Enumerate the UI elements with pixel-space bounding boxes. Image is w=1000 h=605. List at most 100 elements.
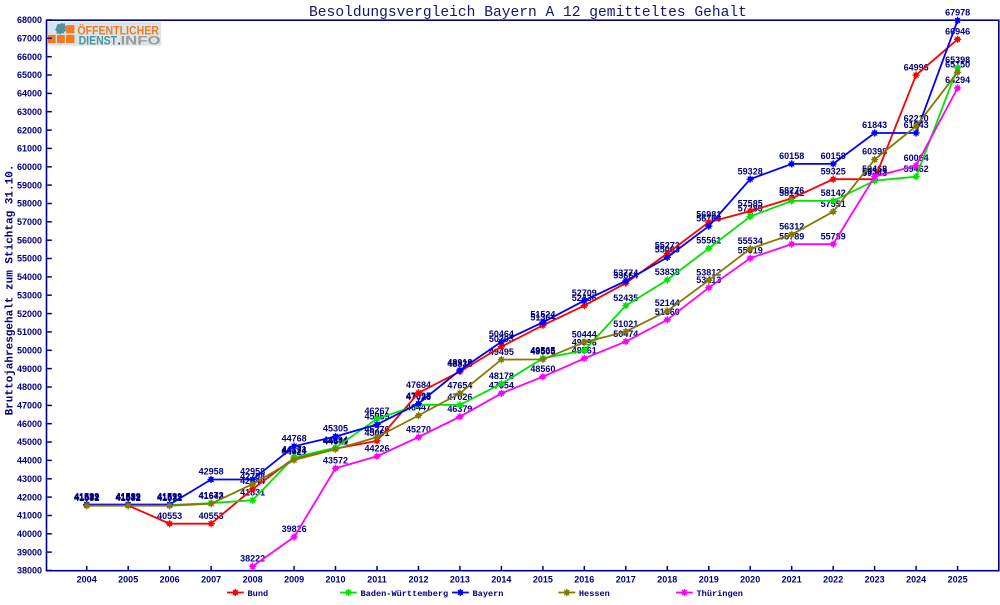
svg-text:50464: 50464 (489, 329, 514, 339)
svg-text:65398: 65398 (945, 55, 970, 65)
svg-text:66946: 66946 (945, 27, 970, 37)
svg-text:46267: 46267 (364, 406, 389, 416)
svg-text:53664: 53664 (613, 270, 638, 280)
svg-text:45061: 45061 (364, 428, 389, 438)
svg-text:64294: 64294 (945, 75, 970, 85)
svg-text:2025: 2025 (948, 575, 968, 585)
svg-text:DIENST: DIENST (79, 34, 118, 48)
svg-text:2006: 2006 (160, 575, 180, 585)
svg-text:49505: 49505 (530, 347, 555, 357)
svg-text:50444: 50444 (572, 329, 597, 339)
svg-text:41542: 41542 (116, 493, 141, 503)
svg-text:39000: 39000 (17, 547, 42, 557)
svg-text:49495: 49495 (489, 347, 514, 357)
svg-text:Bruttojahresgehalt zum Stichta: Bruttojahresgehalt zum Stichtag 31.10. (5, 165, 17, 416)
svg-text:40553: 40553 (157, 511, 182, 521)
svg-text:41599: 41599 (74, 492, 99, 502)
svg-text:INFO: INFO (121, 34, 161, 48)
svg-text:2020: 2020 (740, 575, 760, 585)
svg-text:41532: 41532 (116, 493, 141, 503)
svg-text:67000: 67000 (17, 34, 42, 44)
svg-text:2019: 2019 (699, 575, 719, 585)
svg-text:62210: 62210 (904, 113, 929, 123)
svg-text:51000: 51000 (17, 327, 42, 337)
svg-text:44611: 44611 (323, 436, 348, 446)
svg-text:44226: 44226 (364, 444, 389, 454)
svg-text:55273: 55273 (655, 241, 680, 251)
svg-text:68000: 68000 (17, 15, 42, 25)
svg-text:48918: 48918 (447, 357, 472, 367)
svg-text:2018: 2018 (657, 575, 677, 585)
svg-text:57000: 57000 (17, 217, 42, 227)
svg-text:2007: 2007 (201, 575, 221, 585)
svg-text:2012: 2012 (408, 575, 428, 585)
svg-text:43572: 43572 (323, 456, 348, 466)
svg-text:.: . (118, 34, 121, 48)
svg-text:2004: 2004 (77, 575, 97, 585)
svg-text:2009: 2009 (284, 575, 304, 585)
svg-text:2014: 2014 (491, 575, 511, 585)
svg-text:45000: 45000 (17, 437, 42, 447)
svg-text:39826: 39826 (282, 524, 307, 534)
svg-text:60158: 60158 (779, 151, 804, 161)
svg-text:54000: 54000 (17, 272, 42, 282)
svg-text:59468: 59468 (862, 164, 887, 174)
svg-text:49565: 49565 (530, 346, 555, 356)
svg-text:48178: 48178 (489, 371, 514, 381)
svg-text:53838: 53838 (655, 267, 680, 277)
svg-text:47026: 47026 (406, 392, 431, 402)
svg-text:2024: 2024 (906, 575, 926, 585)
svg-text:46379: 46379 (447, 404, 472, 414)
svg-text:Baden-Württemberg: Baden-Württemberg (361, 589, 449, 599)
svg-text:44124: 44124 (282, 445, 307, 455)
svg-text:67978: 67978 (945, 8, 970, 18)
svg-text:52000: 52000 (17, 309, 42, 319)
svg-text:2017: 2017 (616, 575, 636, 585)
svg-text:44644: 44644 (323, 436, 348, 446)
svg-text:60064: 60064 (904, 153, 929, 163)
svg-text:52144: 52144 (655, 298, 680, 308)
svg-text:2005: 2005 (118, 575, 138, 585)
svg-text:61000: 61000 (17, 144, 42, 154)
svg-text:55063: 55063 (655, 245, 680, 255)
svg-text:48000: 48000 (17, 382, 42, 392)
svg-text:45305: 45305 (323, 424, 348, 434)
svg-text:2023: 2023 (865, 575, 885, 585)
svg-text:58142: 58142 (821, 188, 846, 198)
svg-text:47654: 47654 (447, 381, 472, 391)
svg-text:41532: 41532 (157, 493, 182, 503)
svg-text:41542: 41542 (74, 493, 99, 503)
svg-text:Bund: Bund (248, 589, 269, 599)
svg-text:2008: 2008 (243, 575, 263, 585)
svg-text:2011: 2011 (367, 575, 387, 585)
svg-text:62000: 62000 (17, 125, 42, 135)
svg-text:41572: 41572 (74, 492, 99, 502)
svg-text:2022: 2022 (823, 575, 843, 585)
svg-text:56766: 56766 (696, 213, 721, 223)
svg-text:58142: 58142 (779, 188, 804, 198)
svg-text:44000: 44000 (17, 456, 42, 466)
svg-text:53812: 53812 (696, 268, 721, 278)
svg-text:2021: 2021 (782, 575, 802, 585)
svg-text:59000: 59000 (17, 180, 42, 190)
svg-text:59325: 59325 (821, 166, 846, 176)
svg-text:55000: 55000 (17, 254, 42, 264)
svg-text:64996: 64996 (904, 62, 929, 72)
svg-text:56981: 56981 (696, 209, 721, 219)
svg-text:44768: 44768 (282, 434, 307, 444)
svg-text:55789: 55789 (821, 231, 846, 241)
svg-text:43000: 43000 (17, 474, 42, 484)
svg-text:59328: 59328 (738, 166, 763, 176)
svg-text:45270: 45270 (406, 424, 431, 434)
svg-text:55561: 55561 (696, 236, 721, 246)
svg-text:55534: 55534 (738, 236, 763, 246)
svg-text:60398: 60398 (862, 147, 887, 157)
svg-text:Besoldungsvergleich Bayern A 1: Besoldungsvergleich Bayern A 12 gemittel… (309, 5, 747, 21)
svg-text:56000: 56000 (17, 235, 42, 245)
svg-text:51021: 51021 (613, 319, 638, 329)
svg-text:41572: 41572 (157, 492, 182, 502)
svg-text:Hessen: Hessen (579, 589, 610, 599)
svg-text:41572: 41572 (116, 492, 141, 502)
svg-text:58276: 58276 (779, 186, 804, 196)
svg-text:41642: 41642 (199, 491, 224, 501)
